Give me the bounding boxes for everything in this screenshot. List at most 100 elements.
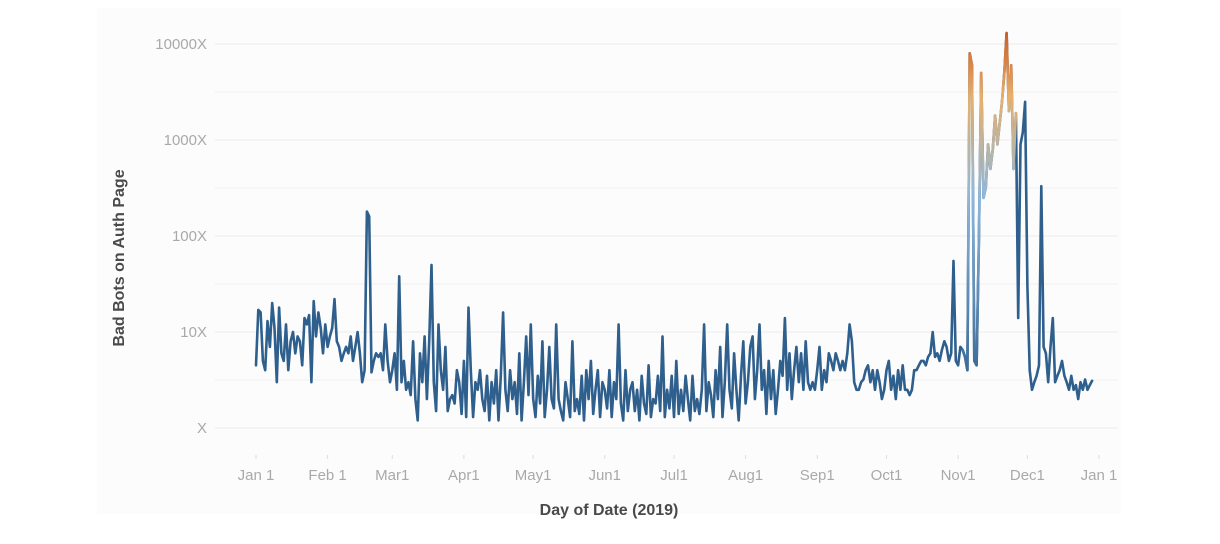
data-point-108 (505, 389, 506, 390)
data-point-186 (685, 375, 686, 376)
data-point-211 (743, 341, 744, 342)
data-point-172 (653, 399, 654, 400)
data-point-5 (267, 321, 268, 322)
data-point-332 (1022, 132, 1023, 133)
data-point-55 (382, 370, 383, 371)
data-point-40 (348, 353, 349, 354)
data-point-179 (669, 408, 670, 409)
data-point-242 (814, 389, 815, 390)
data-point-266 (870, 382, 871, 383)
data-point-83 (447, 411, 448, 412)
data-point-2 (260, 312, 261, 313)
data-point-255 (844, 370, 845, 371)
data-point-345 (1052, 317, 1053, 318)
data-point-229 (784, 317, 785, 318)
data-point-350 (1064, 375, 1065, 376)
data-point-67 (410, 395, 411, 396)
data-point-340 (1041, 186, 1042, 187)
data-point-214 (750, 346, 751, 347)
x-tick-label-10: Nov1 (941, 467, 976, 484)
data-point-100 (486, 375, 487, 376)
data-point-16 (292, 331, 293, 332)
data-point-327 (1011, 65, 1012, 66)
data-point-125 (544, 417, 545, 418)
data-point-221 (766, 413, 767, 414)
data-point-139 (576, 399, 577, 400)
data-point-88 (459, 382, 460, 383)
data-point-344 (1050, 346, 1051, 347)
data-point-99 (484, 411, 485, 412)
data-point-87 (456, 370, 457, 371)
data-point-303 (955, 360, 956, 361)
data-point-314 (981, 72, 982, 73)
data-point-140 (579, 413, 580, 414)
data-point-197 (710, 395, 711, 396)
data-point-200 (717, 399, 718, 400)
data-point-123 (540, 403, 541, 404)
data-point-68 (413, 341, 414, 342)
data-point-135 (567, 399, 568, 400)
data-point-240 (810, 389, 811, 390)
data-point-95 (475, 382, 476, 383)
data-point-173 (655, 403, 656, 404)
data-point-289 (923, 360, 924, 361)
data-point-141 (581, 375, 582, 376)
data-point-353 (1071, 375, 1072, 376)
data-point-43 (355, 346, 356, 347)
data-point-143 (586, 370, 587, 371)
data-point-317 (988, 144, 989, 145)
data-point-63 (401, 382, 402, 383)
data-point-307 (964, 356, 965, 357)
data-point-80 (440, 370, 441, 371)
x-tick-label-4: May1 (515, 467, 552, 484)
data-point-342 (1045, 353, 1046, 354)
data-point-232 (791, 399, 792, 400)
data-point-169 (646, 413, 647, 414)
data-point-97 (479, 370, 480, 371)
data-point-23 (309, 315, 310, 316)
data-point-157 (618, 324, 619, 325)
data-point-323 (1001, 101, 1002, 102)
data-point-162 (630, 389, 631, 390)
data-point-72 (422, 382, 423, 383)
data-point-253 (840, 370, 841, 371)
data-point-42 (352, 360, 353, 361)
data-point-341 (1043, 346, 1044, 347)
data-point-238 (805, 341, 806, 342)
data-point-14 (288, 370, 289, 371)
data-point-351 (1066, 382, 1067, 383)
data-point-175 (660, 411, 661, 412)
data-point-94 (473, 417, 474, 418)
data-point-131 (558, 399, 559, 400)
data-point-26 (315, 336, 316, 337)
data-point-231 (789, 353, 790, 354)
data-point-348 (1059, 370, 1060, 371)
data-point-29 (322, 353, 323, 354)
data-point-73 (424, 336, 425, 337)
data-point-69 (415, 399, 416, 400)
data-point-320 (995, 115, 996, 116)
y-tick-label-4: 10000X (155, 36, 207, 53)
data-point-218 (759, 324, 760, 325)
data-point-118 (528, 395, 529, 396)
data-point-3 (262, 360, 263, 361)
data-point-339 (1038, 365, 1039, 366)
data-point-268 (874, 389, 875, 390)
data-point-283 (909, 395, 910, 396)
data-point-1 (258, 309, 259, 310)
data-point-110 (510, 370, 511, 371)
data-point-9 (276, 382, 277, 383)
data-point-277 (895, 399, 896, 400)
data-point-134 (565, 382, 566, 383)
data-point-148 (597, 370, 598, 371)
y-tick-label-1: 10X (180, 324, 207, 341)
data-point-185 (683, 411, 684, 412)
data-point-59 (392, 370, 393, 371)
data-point-219 (761, 389, 762, 390)
data-point-226 (777, 389, 778, 390)
data-point-275 (891, 389, 892, 390)
data-point-318 (990, 168, 991, 169)
data-point-306 (962, 349, 963, 350)
data-point-291 (928, 356, 929, 357)
